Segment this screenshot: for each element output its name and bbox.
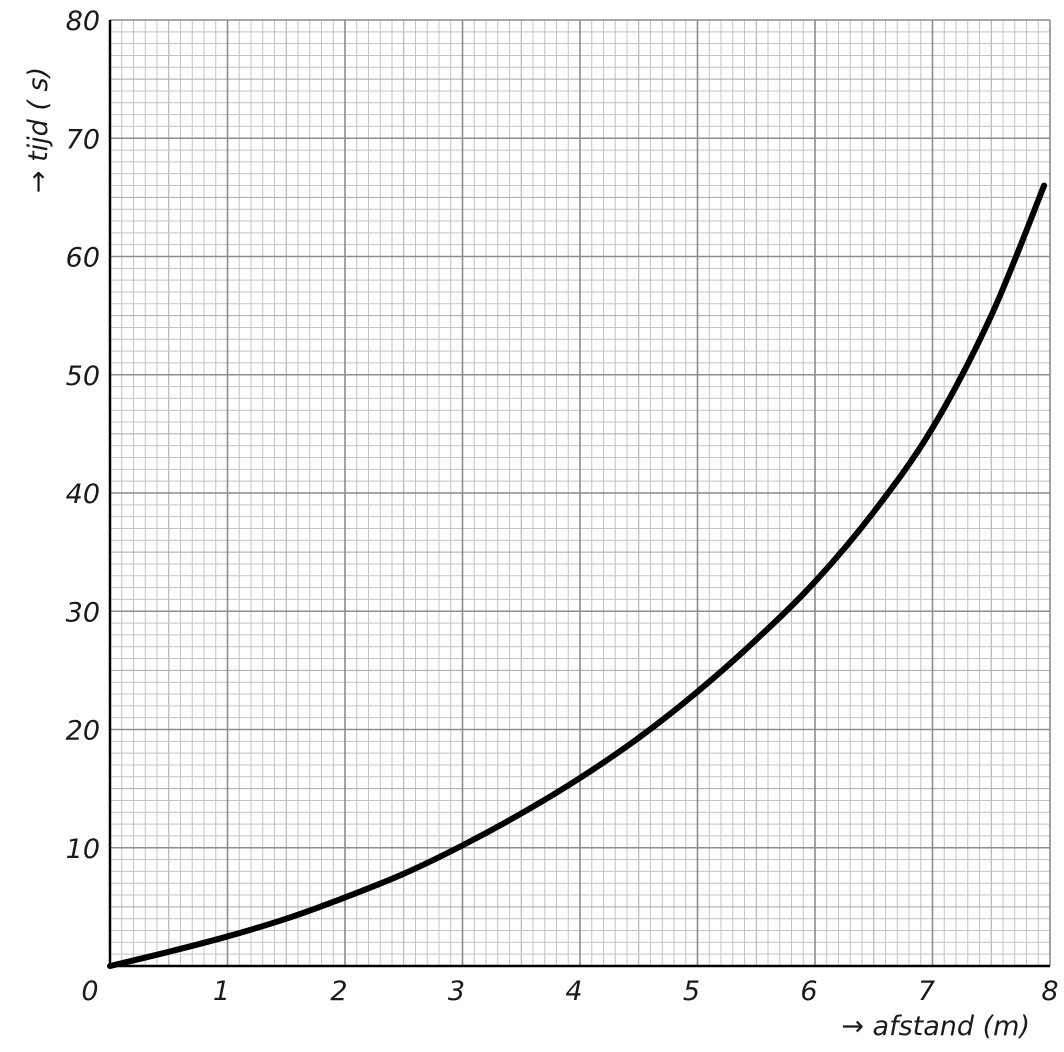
x-tick-label: 1 (213, 976, 230, 1007)
x-tick-labels: 0 1 2 3 4 5 6 7 8 (81, 976, 1058, 1007)
y-tick-label: 80 (66, 6, 100, 37)
y-tick-labels: 10 20 30 40 50 60 70 80 (66, 6, 100, 865)
x-tick-label: 8 (1041, 976, 1058, 1007)
y-tick-label: 10 (66, 834, 100, 865)
x-tick-label: 5 (683, 976, 700, 1007)
x-axis-label: → afstand (m) (841, 1011, 1030, 1042)
series-layer (107, 182, 1048, 969)
x-tick-label: 3 (448, 976, 465, 1007)
x-tick-label: 0 (81, 976, 98, 1007)
y-tick-label: 30 (66, 597, 100, 628)
y-tick-label: 40 (66, 479, 100, 510)
series-line-0 (107, 182, 1048, 969)
y-tick-label: 20 (66, 716, 100, 747)
y-tick-label: 50 (66, 361, 100, 392)
x-tick-label: 4 (565, 976, 582, 1007)
axes (108, 20, 1050, 968)
x-tick-label: 7 (918, 976, 935, 1007)
x-tick-label: 2 (330, 976, 347, 1007)
y-axis-label: → tijd ( s) (23, 67, 54, 193)
x-tick-label: 6 (800, 976, 817, 1007)
y-tick-label: 60 (66, 243, 100, 274)
y-tick-label: 70 (66, 124, 100, 155)
